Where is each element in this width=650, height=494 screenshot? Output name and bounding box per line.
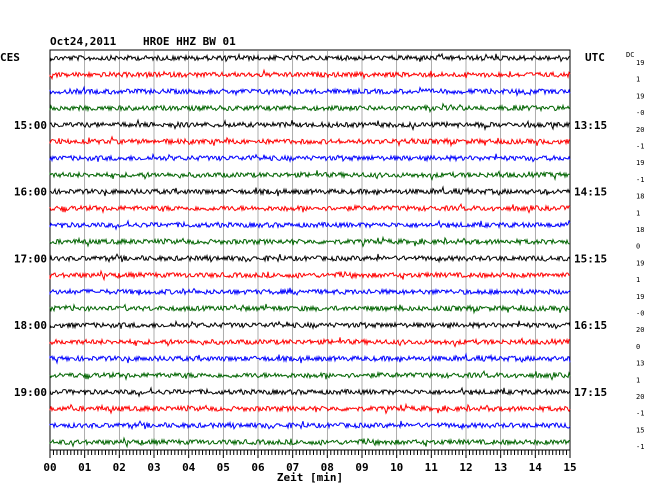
right-time-label: 17:15 (574, 386, 607, 399)
dc-offset-label: 1 (636, 209, 640, 217)
right-time-label: 15:15 (574, 252, 607, 265)
trace-13 (49, 253, 571, 264)
x-axis: 00 01 02 03 04 05 06 07 08 09 10 11 12 13 14 15 (43, 450, 577, 474)
trace-10 (49, 203, 571, 215)
x-tick-label: 07 (286, 461, 299, 474)
trace-21 (49, 386, 571, 398)
dc-offset-label: -1 (636, 410, 644, 418)
left-time-label: 17:00 (14, 252, 47, 265)
trace-1 (49, 52, 571, 63)
dc-label: DC (626, 51, 634, 59)
x-tick-label: 15 (563, 461, 576, 474)
left-time-label: 19:00 (14, 386, 47, 399)
x-tick-label: 02 (113, 461, 126, 474)
dc-offset-label: 19 (636, 92, 644, 100)
dc-offset-label: -1 (636, 143, 644, 151)
dc-offset-label: 20 (636, 393, 644, 401)
dc-offset-label: -0 (636, 310, 644, 318)
trace-16 (49, 303, 571, 315)
x-tick-label: 01 (78, 461, 92, 474)
trace-22 (49, 402, 571, 415)
trace-7 (49, 152, 571, 164)
trace-17 (49, 319, 571, 331)
x-tick-label: 09 (355, 461, 368, 474)
trace-11 (49, 219, 571, 231)
right-time-label: 14:15 (574, 186, 607, 199)
trace-12 (49, 235, 570, 248)
dc-offset-label: 0 (636, 243, 640, 251)
dc-offset-label: 1 (636, 376, 640, 384)
x-axis-label: Zeit [min] (277, 471, 343, 484)
header-date: Oct24,2011 (50, 35, 117, 48)
dc-offset-label: 1 (636, 76, 640, 84)
dc-offset-label: -1 (636, 176, 644, 184)
x-tick-label: 00 (43, 461, 56, 474)
trace-24 (49, 436, 571, 449)
left-time-label: 15:00 (14, 119, 47, 132)
trace-18 (49, 337, 570, 348)
dc-offset-label: 1 (636, 276, 640, 284)
right-zone-label: UTC (585, 51, 605, 64)
x-tick-label: 06 (251, 461, 265, 474)
dc-offset-label: 19 (636, 59, 644, 67)
dc-offset-label: 18 (636, 193, 644, 201)
dc-offset-label: 20 (636, 326, 644, 334)
trace-20 (49, 370, 571, 382)
dc-offset-label: 0 (636, 343, 640, 351)
x-tick-label: 14 (529, 461, 543, 474)
dc-offset-label: 19 (636, 159, 644, 167)
x-tick-label: 10 (390, 461, 403, 474)
x-tick-label: 12 (459, 461, 472, 474)
trace-8 (49, 170, 571, 182)
x-tick-label: 04 (182, 461, 196, 474)
dc-offset-label: -0 (636, 109, 644, 117)
trace-15 (49, 287, 571, 296)
x-tick-label: 11 (425, 461, 439, 474)
trace-9 (49, 185, 571, 197)
trace-4 (49, 102, 571, 114)
dc-offset-label: 19 (636, 259, 644, 267)
x-tick-label: 08 (321, 461, 334, 474)
seismic-traces (49, 52, 571, 449)
trace-14 (49, 269, 571, 282)
x-tick-label: 03 (147, 461, 160, 474)
right-time-label: 16:15 (574, 319, 607, 332)
left-time-label: 16:00 (14, 186, 47, 199)
dc-offset-label: 13 (636, 360, 644, 368)
trace-2 (49, 68, 571, 81)
trace-6 (49, 135, 571, 148)
trace-19 (49, 352, 571, 365)
header-station: HROE HHZ BW 01 (143, 35, 236, 48)
trace-23 (49, 420, 571, 431)
dc-offset-label: -1 (636, 443, 644, 451)
minute-gridlines (84, 50, 536, 450)
dc-offset-label: 20 (636, 126, 644, 134)
left-time-label: 18:00 (14, 319, 47, 332)
dc-offset-label: 19 (636, 293, 644, 301)
time-labels: 15:00 16:00 17:00 18:00 19:00 13:15 14:15 15:15… (14, 59, 645, 451)
trace-3 (49, 85, 571, 97)
left-zone-label: CES (0, 51, 20, 64)
right-time-label: 13:15 (574, 119, 607, 132)
dc-offset-label: 15 (636, 426, 644, 434)
dc-offset-label: 18 (636, 226, 644, 234)
x-tick-label: 05 (217, 461, 230, 474)
x-tick-label: 13 (494, 461, 507, 474)
trace-5 (49, 118, 571, 132)
